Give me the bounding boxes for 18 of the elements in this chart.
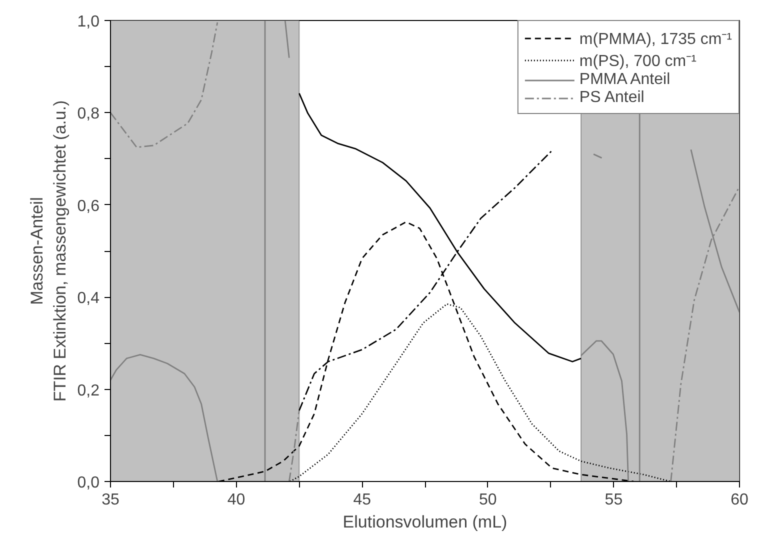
legend-label: m(PMMA), 1735 cm⁻¹ bbox=[579, 30, 732, 49]
legend-label: m(PS), 700 cm⁻¹ bbox=[579, 52, 696, 71]
y-tick-label: 0,4 bbox=[77, 290, 100, 308]
x-tick-label: 40 bbox=[227, 492, 246, 508]
x-tick-label: 35 bbox=[102, 492, 120, 508]
x-tick-label: 45 bbox=[353, 492, 372, 508]
x-tick-label: 60 bbox=[730, 492, 748, 508]
y-axis-title: Massen-Anteil FTIR Extinktion, massengewichtet (a.u.) bbox=[27, 100, 70, 402]
y-tick-label: 1,0 bbox=[77, 14, 100, 30]
y-tick-label: 0,2 bbox=[77, 382, 100, 400]
y-tick-label: 0,6 bbox=[77, 198, 100, 215]
legend-label: PS Anteil bbox=[579, 89, 644, 107]
x-tick-label: 50 bbox=[479, 492, 497, 508]
y-tick-label: 0,8 bbox=[77, 106, 100, 123]
x-tick-label: 55 bbox=[604, 492, 623, 508]
legend-label: PMMA Anteil bbox=[579, 71, 670, 89]
x-axis-title: Elutionsvolumen (mL) bbox=[342, 512, 508, 532]
y-tick-label: 0,0 bbox=[77, 474, 100, 492]
